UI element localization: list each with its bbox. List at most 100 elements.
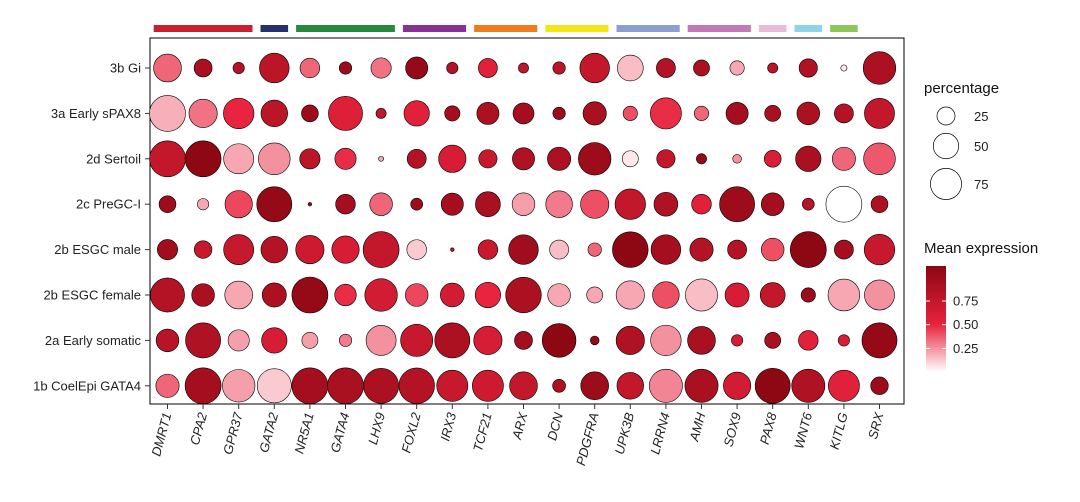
- group-bar-11: [830, 25, 858, 32]
- dot-3b-gi-irx3: [446, 62, 459, 74]
- dot-1b-coelepi-gata4-gata2: [256, 368, 292, 404]
- dot-2a-early-somatic-nr5a1: [301, 332, 319, 349]
- dot-2b-esgc-female-dcn: [547, 283, 571, 307]
- dot-2a-early-somatic-upk3b: [615, 325, 645, 355]
- dot-2c-pregc-i-pax8: [761, 192, 785, 216]
- dot-2c-pregc-i-tcf21: [475, 191, 501, 217]
- dot-3a-early-spax8-lhx9: [375, 108, 387, 119]
- dot-2c-pregc-i-srx: [870, 195, 889, 213]
- dot-2b-esgc-male-nr5a1: [295, 235, 325, 265]
- dot-2b-esgc-male-amh: [689, 237, 714, 262]
- dot-2c-pregc-i-upk3b: [614, 188, 646, 220]
- dot-2c-pregc-i-foxl2: [410, 197, 423, 211]
- column-label: AMH: [686, 410, 708, 443]
- dot-2a-early-somatic-irx3: [434, 322, 471, 359]
- dot-1b-coelepi-gata4-gata4: [327, 367, 364, 405]
- dot-3b-gi-lrrn4: [656, 58, 676, 78]
- dot-3a-early-spax8-pdgfra: [582, 101, 607, 126]
- dot-2b-esgc-female-lrrn4: [652, 281, 680, 309]
- dot-2d-sertoil-srx: [863, 142, 896, 175]
- dot-3b-gi-lhx9: [370, 57, 392, 79]
- dot-3b-gi-arx: [518, 62, 529, 74]
- dot-3a-early-spax8-sox9: [725, 102, 749, 125]
- column-label: GPR37: [220, 410, 246, 456]
- dot-2a-early-somatic-pdgfra: [589, 335, 600, 346]
- dot-3a-early-spax8-amh: [693, 105, 709, 121]
- column-label: CPA2: [187, 410, 210, 446]
- column-label: PDGFRA: [573, 411, 602, 467]
- dot-2b-esgc-female-gata4: [334, 283, 357, 307]
- dot-3b-gi-gata4: [338, 61, 353, 75]
- dot-2b-esgc-female-foxl2: [405, 283, 429, 307]
- dot-3b-gi-upk3b: [617, 54, 644, 82]
- dot-2b-esgc-female-arx: [505, 276, 542, 314]
- column-label: NR5A1: [291, 411, 316, 455]
- dot-2b-esgc-male-dmrt1: [157, 239, 178, 261]
- dot-2b-esgc-male-gata2: [260, 235, 288, 264]
- dot-2b-esgc-male-pax8: [761, 237, 785, 262]
- dot-2d-sertoil-pdgfra: [578, 142, 612, 176]
- column-label: GATA2: [256, 410, 281, 454]
- dot-2a-early-somatic-sox9: [731, 334, 744, 347]
- dot-2a-early-somatic-foxl2: [400, 324, 434, 357]
- dot-2b-esgc-female-sox9: [724, 282, 750, 308]
- column-labels: DMRT1 CPA2 GPR37 GATA2 NR5A1 GATA4 LHX9 FOXL2 IR…: [148, 404, 887, 467]
- dot-2c-pregc-i-pdgfra: [580, 189, 610, 219]
- column-label: KITLG: [827, 411, 851, 451]
- dot-2d-sertoil-sox9: [732, 154, 742, 164]
- dot-2d-sertoil-lhx9: [378, 155, 384, 162]
- dot-2c-pregc-i-kitlg: [825, 185, 863, 223]
- dot-1b-coelepi-gata4-irx3: [436, 369, 469, 402]
- row-label: 3a Early sPAX8: [51, 106, 141, 121]
- dot-2a-early-somatic-tcf21: [473, 325, 503, 355]
- dot-3a-early-spax8-cpa2: [188, 98, 218, 128]
- dot-3a-early-spax8-foxl2: [403, 100, 430, 127]
- dot-2b-esgc-male-lhx9: [362, 231, 400, 268]
- dot-3a-early-spax8-pax8: [764, 105, 782, 122]
- dot-2d-sertoil-lrrn4: [656, 149, 676, 169]
- column-label: DMRT1: [148, 411, 174, 458]
- color-legend-title: Mean expression: [924, 240, 1038, 257]
- dot-2a-early-somatic-dcn: [541, 323, 577, 358]
- row-label: 2d Sertoil: [86, 151, 141, 166]
- row-labels: 3b Gi 3a Early sPAX8 2d Sertoil 2c PreGC-I 2…: [33, 61, 150, 393]
- dot-2c-pregc-i-gpr37: [224, 190, 253, 219]
- dot-2d-sertoil-pax8: [763, 150, 782, 168]
- gene-group-bars: [153, 25, 858, 32]
- dot-2c-pregc-i-nr5a1: [307, 202, 313, 207]
- column-label: FOXL2: [398, 410, 423, 454]
- column-label: PAX8: [757, 410, 780, 446]
- group-bar-9: [758, 25, 787, 32]
- dot-2d-sertoil-tcf21: [478, 149, 498, 169]
- dot-2b-esgc-male-gata4: [331, 235, 360, 264]
- row-label: 1b CoelEpi GATA4: [33, 378, 141, 393]
- row-label: 2b ESGC female: [43, 288, 141, 303]
- dot-2a-early-somatic-pax8: [764, 332, 782, 349]
- group-bar-7: [616, 25, 680, 32]
- dot-2c-pregc-i-arx: [511, 192, 536, 216]
- dot-2d-sertoil-gata2: [258, 142, 291, 175]
- dot-2b-esgc-male-foxl2: [406, 239, 427, 260]
- dot-3b-gi-cpa2: [193, 58, 213, 78]
- dot-1b-coelepi-gata4-arx: [509, 371, 538, 401]
- dot-3a-early-spax8-nr5a1: [301, 104, 319, 123]
- row-label: 3b Gi: [110, 61, 141, 76]
- dot-3a-early-spax8-gata4: [328, 96, 363, 131]
- size-legend-circle-25: [936, 106, 956, 126]
- dot-3b-gi-kitlg: [840, 64, 848, 72]
- group-bar-8: [687, 25, 751, 32]
- dot-3a-early-spax8-srx: [864, 98, 895, 129]
- dot-2b-esgc-female-kitlg: [827, 278, 861, 312]
- dot-2b-esgc-female-wnt6: [800, 287, 816, 303]
- dot-2d-sertoil-wnt6: [795, 145, 822, 172]
- dot-2a-early-somatic-cpa2: [185, 322, 221, 359]
- column-label: SOX9: [721, 411, 744, 448]
- size-legend-label: 50: [974, 139, 988, 154]
- dot-2c-pregc-i-amh: [691, 194, 712, 215]
- dot-1b-coelepi-gata4-tcf21: [472, 369, 504, 402]
- dot-3a-early-spax8-arx: [512, 102, 535, 125]
- dot-2b-esgc-female-lhx9: [364, 278, 398, 312]
- dot-3a-early-spax8-gata2: [260, 99, 288, 128]
- dot-marks: [149, 51, 898, 405]
